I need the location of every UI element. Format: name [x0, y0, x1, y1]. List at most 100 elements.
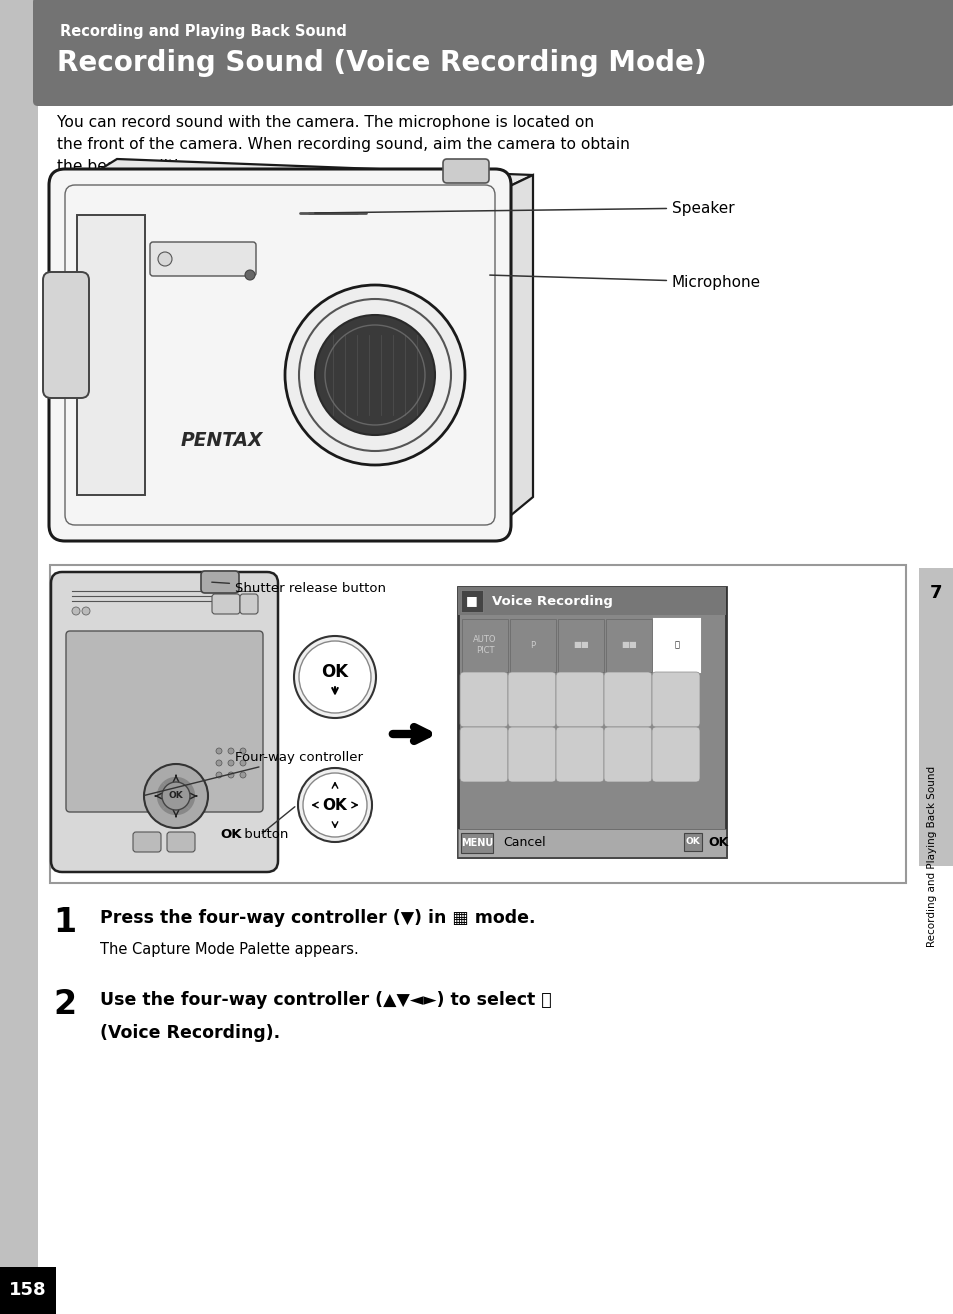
Text: 7: 7 — [929, 583, 942, 602]
Text: MENU: MENU — [460, 838, 493, 848]
Text: ■■: ■■ — [620, 640, 637, 649]
Bar — [683, 833, 701, 851]
FancyBboxPatch shape — [167, 832, 194, 851]
Circle shape — [297, 767, 372, 842]
Text: OK: OK — [169, 791, 183, 800]
Text: PENTAX: PENTAX — [180, 431, 263, 449]
FancyBboxPatch shape — [150, 242, 255, 276]
Text: AUTO
PICT: AUTO PICT — [473, 635, 497, 654]
Circle shape — [285, 285, 464, 465]
Circle shape — [303, 773, 367, 837]
Text: OK: OK — [707, 837, 727, 849]
FancyBboxPatch shape — [66, 631, 263, 812]
Circle shape — [240, 759, 246, 766]
Circle shape — [162, 782, 190, 809]
Circle shape — [314, 315, 435, 435]
Text: Voice Recording: Voice Recording — [492, 594, 612, 607]
Bar — [654, 619, 700, 671]
FancyBboxPatch shape — [240, 594, 257, 614]
Polygon shape — [77, 215, 145, 495]
FancyBboxPatch shape — [507, 671, 556, 727]
Text: Microphone: Microphone — [489, 275, 760, 289]
FancyBboxPatch shape — [201, 572, 239, 593]
Bar — [50, 565, 905, 883]
FancyBboxPatch shape — [51, 572, 277, 872]
Text: Speaker: Speaker — [314, 201, 734, 215]
Text: Recording and Playing Back Sound: Recording and Playing Back Sound — [60, 24, 347, 39]
Text: the front of the camera. When recording sound, aim the camera to obtain: the front of the camera. When recording … — [57, 137, 629, 152]
Circle shape — [240, 773, 246, 778]
Circle shape — [71, 607, 80, 615]
Circle shape — [240, 748, 246, 754]
FancyBboxPatch shape — [43, 272, 89, 398]
Bar — [457, 587, 725, 615]
Text: The Capture Mode Palette appears.: The Capture Mode Palette appears. — [100, 942, 358, 957]
Text: You can record sound with the camera. The microphone is located on: You can record sound with the camera. Th… — [57, 116, 594, 130]
Bar — [460, 833, 493, 853]
Circle shape — [298, 641, 371, 714]
Polygon shape — [486, 175, 533, 535]
Text: 1: 1 — [53, 905, 76, 940]
Polygon shape — [162, 796, 190, 815]
Bar — [558, 619, 603, 671]
Text: Cancel: Cancel — [502, 837, 545, 849]
Text: OK: OK — [321, 664, 348, 681]
Text: Recording Sound (Voice Recording Mode): Recording Sound (Voice Recording Mode) — [57, 49, 706, 78]
Circle shape — [82, 607, 90, 615]
Text: ␧: ␧ — [674, 640, 679, 649]
Polygon shape — [162, 777, 190, 796]
Circle shape — [228, 748, 233, 754]
Bar — [0, 1267, 56, 1314]
Text: 158: 158 — [10, 1281, 47, 1300]
Circle shape — [215, 759, 222, 766]
Text: button: button — [240, 829, 288, 841]
Text: Recording and Playing Back Sound: Recording and Playing Back Sound — [926, 766, 936, 946]
Bar — [457, 829, 725, 857]
Bar — [461, 619, 507, 671]
Bar — [918, 568, 953, 866]
Circle shape — [158, 252, 172, 265]
Bar — [605, 619, 651, 671]
Polygon shape — [175, 782, 195, 809]
Polygon shape — [156, 782, 175, 809]
Circle shape — [228, 759, 233, 766]
Text: ■■: ■■ — [573, 640, 588, 649]
Text: the best conditions.: the best conditions. — [57, 159, 211, 173]
FancyBboxPatch shape — [507, 727, 556, 782]
FancyBboxPatch shape — [556, 727, 603, 782]
FancyBboxPatch shape — [556, 671, 603, 727]
FancyBboxPatch shape — [33, 0, 953, 106]
FancyBboxPatch shape — [459, 727, 507, 782]
Text: Use the four-way controller (▲▼◄►) to select ␧: Use the four-way controller (▲▼◄►) to se… — [100, 991, 551, 1009]
Text: P: P — [530, 640, 535, 649]
Bar — [460, 590, 482, 612]
Text: OK: OK — [220, 829, 241, 841]
Text: ■: ■ — [466, 594, 477, 607]
FancyBboxPatch shape — [603, 727, 651, 782]
Polygon shape — [83, 159, 533, 197]
FancyBboxPatch shape — [651, 727, 700, 782]
Text: Press the four-way controller (▼) in ▦ mode.: Press the four-way controller (▼) in ▦ m… — [100, 909, 535, 926]
FancyBboxPatch shape — [459, 671, 507, 727]
Circle shape — [215, 773, 222, 778]
Bar — [510, 619, 556, 671]
Bar — [0, 0, 38, 1314]
FancyBboxPatch shape — [603, 671, 651, 727]
Circle shape — [294, 636, 375, 717]
Text: 2: 2 — [53, 988, 76, 1021]
FancyBboxPatch shape — [442, 159, 489, 183]
FancyBboxPatch shape — [212, 594, 240, 614]
Circle shape — [215, 748, 222, 754]
Text: OK: OK — [322, 798, 347, 812]
Text: Shutter release button: Shutter release button — [212, 582, 386, 595]
Bar — [38, 0, 953, 102]
FancyBboxPatch shape — [49, 170, 511, 541]
Bar — [457, 829, 725, 857]
Bar — [457, 587, 725, 857]
FancyBboxPatch shape — [132, 832, 161, 851]
Circle shape — [228, 773, 233, 778]
Text: OK: OK — [685, 837, 700, 846]
Circle shape — [245, 269, 254, 280]
Circle shape — [144, 763, 208, 828]
Text: Four-way controller: Four-way controller — [145, 750, 363, 795]
